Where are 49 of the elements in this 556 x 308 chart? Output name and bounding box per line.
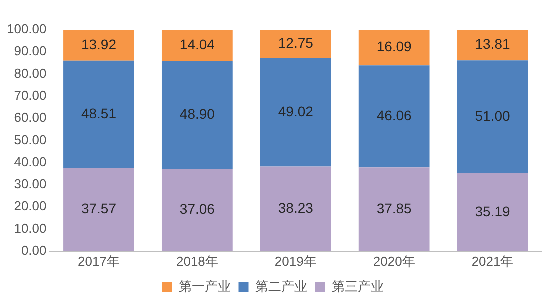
x-tick-label: 2019年 xyxy=(274,254,317,269)
y-tick-label: 20.00 xyxy=(14,198,47,214)
bar xyxy=(457,60,528,174)
data-label: 38.23 xyxy=(278,200,314,216)
bar xyxy=(162,169,233,252)
data-label: 48.90 xyxy=(180,106,216,122)
bar xyxy=(64,60,134,168)
bar xyxy=(358,30,430,66)
y-tick-label: 60.00 xyxy=(14,110,47,126)
data-label: 14.04 xyxy=(180,36,216,52)
bar xyxy=(457,30,528,61)
data-label: 37.06 xyxy=(180,201,216,218)
y-tick-label: 30.00 xyxy=(14,176,47,192)
x-tick-label: 2021年 xyxy=(472,254,514,269)
y-tick-label: 10.00 xyxy=(14,220,47,236)
bar xyxy=(260,166,332,252)
data-label: 37.85 xyxy=(376,200,412,216)
bar xyxy=(260,30,332,58)
bar xyxy=(162,30,233,62)
data-label: 35.19 xyxy=(475,203,510,220)
bar xyxy=(64,30,134,61)
y-tick-label: 80.00 xyxy=(14,66,47,81)
x-tick-label: 2017年 xyxy=(78,254,120,269)
data-label: 48.51 xyxy=(81,105,117,122)
data-label: 46.06 xyxy=(376,107,412,124)
y-tick-label: 70.00 xyxy=(14,88,47,103)
bar xyxy=(358,66,430,168)
bar xyxy=(260,58,332,167)
x-tick-label: 2020年 xyxy=(373,254,416,269)
data-label: 49.02 xyxy=(278,103,314,120)
data-label: 51.00 xyxy=(475,108,510,124)
data-label: 16.09 xyxy=(376,38,412,55)
data-label: 13.81 xyxy=(475,36,510,52)
y-tick-label: 50.00 xyxy=(14,132,47,148)
legend-label: 第一产业 xyxy=(178,279,231,294)
x-tick-label: 2018年 xyxy=(176,254,218,269)
y-tick-label: 0.00 xyxy=(21,242,47,258)
data-label: 13.92 xyxy=(81,36,117,52)
bar xyxy=(162,61,233,170)
data-label: 37.57 xyxy=(81,200,117,217)
legend-label: 第三产业 xyxy=(332,279,384,294)
y-tick-label: 100.00 xyxy=(6,22,47,37)
bar xyxy=(358,168,430,252)
y-tick-label: 40.00 xyxy=(14,154,47,170)
data-label: 12.75 xyxy=(278,34,314,51)
bar xyxy=(64,168,134,252)
bar xyxy=(457,173,528,252)
y-tick-label: 90.00 xyxy=(14,44,47,59)
legend-label: 第二产业 xyxy=(255,279,308,294)
